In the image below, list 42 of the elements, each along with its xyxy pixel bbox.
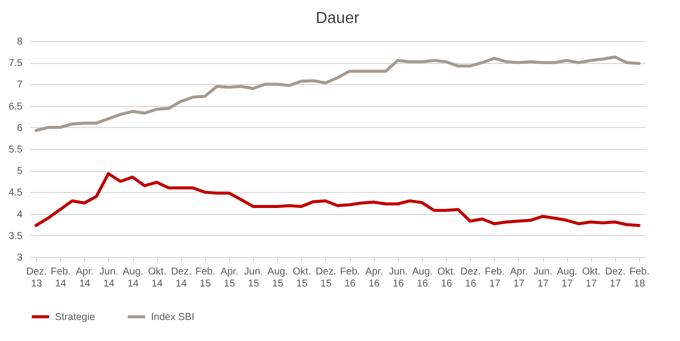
y-tick-label: 7.5 [8, 58, 23, 70]
x-tick-label: Apr. 17 [510, 266, 528, 290]
y-tick-label: 3 [16, 252, 23, 264]
x-tick-label: Okt. 17 [582, 266, 600, 290]
x-tick-label: Dez. 14 [170, 266, 192, 290]
x-tick-label: Apr. 15 [220, 266, 238, 290]
x-tick-label: Feb. 16 [340, 266, 360, 290]
x-tick-label: Aug. 15 [267, 266, 288, 290]
x-tick-label: Dez. 16 [460, 266, 481, 290]
legend-label: Strategie [55, 312, 96, 323]
line-series [34, 172, 640, 227]
x-tick-label: Okt. 16 [437, 266, 456, 290]
y-tick-label: 5.5 [8, 144, 23, 156]
x-tick-label: Jun. 17 [534, 266, 552, 290]
y-tick-label: 8 [16, 36, 23, 48]
y-tick-label: 6.5 [8, 101, 23, 112]
x-tick-label: Aug. 16 [412, 266, 433, 290]
x-tick-label: Feb. 14 [50, 266, 71, 290]
x-tick-label: Jun. 15 [244, 266, 264, 290]
x-tick-label: Feb. 15 [195, 266, 216, 290]
x-tick-label: Okt. 14 [148, 266, 166, 290]
x-tick-label: Okt. 15 [292, 266, 311, 290]
x-tick-label: Dez. 13 [26, 266, 47, 290]
y-tick-label: 3.5 [8, 230, 23, 242]
y-tick-label: 4.5 [8, 188, 23, 199]
x-tick-label: Apr. 14 [76, 266, 94, 290]
y-tick-label: 6 [16, 122, 23, 134]
line-series [34, 55, 640, 132]
x-tick-label: Jun. 14 [99, 266, 118, 290]
y-tick-label: 5 [16, 166, 23, 178]
x-tick-label: Aug. 17 [556, 266, 578, 290]
x-tick-label: Feb. 17 [484, 266, 505, 290]
legend-label: Index SBI [151, 312, 194, 323]
y-tick-label: 4 [16, 209, 23, 220]
x-tick-label: Dez. 17 [605, 266, 626, 290]
x-tick-label: Jun. 16 [388, 266, 408, 290]
y-tick-label: 7 [16, 80, 23, 91]
x-tick-label: Aug. 14 [122, 266, 144, 290]
x-tick-label: Apr. 16 [365, 266, 384, 290]
x-tick-label: Dez. 15 [316, 266, 336, 290]
chart-title: Dauer [316, 10, 360, 27]
x-tick-label: Feb. 18 [629, 266, 650, 290]
